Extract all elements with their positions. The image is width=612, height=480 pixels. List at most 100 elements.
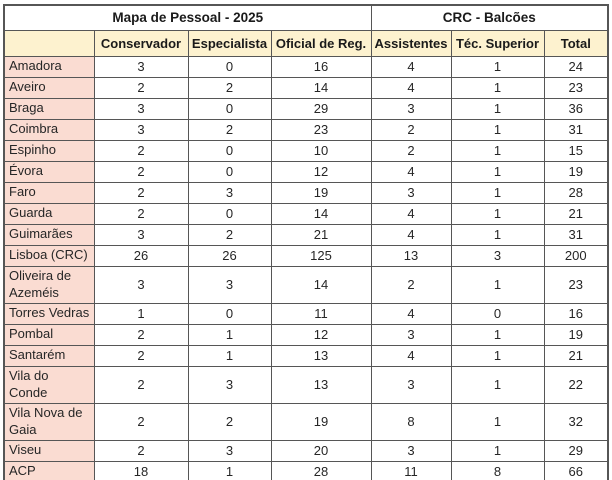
- row-label: ACP: [3, 460, 95, 480]
- table-head: Mapa de Pessoal - 2025 CRC - Balcões Conse…: [3, 4, 609, 57]
- row-label: Espinho: [3, 139, 95, 162]
- value-cell: 21: [270, 223, 372, 246]
- row-label: Oliveira de Azeméis: [3, 265, 95, 304]
- value-cell: 1: [450, 323, 545, 346]
- row-label: Coimbra: [3, 118, 95, 141]
- value-cell: 19: [270, 181, 372, 204]
- value-cell: 2: [93, 160, 189, 183]
- table-body: Amadora 3 0 16 4 1 24 Aveiro 2 2 14 4 1 23 Braga 3 0 29 3 1…: [3, 55, 609, 480]
- value-cell: 1: [187, 460, 272, 480]
- value-cell: 0: [450, 302, 545, 325]
- table-row: Santarém 2 1 13 4 1 21: [3, 344, 609, 367]
- value-cell: 1: [450, 55, 545, 78]
- table-row: Guarda 2 0 14 4 1 21: [3, 202, 609, 225]
- value-cell: 21: [543, 344, 609, 367]
- value-cell: 3: [370, 181, 452, 204]
- column-header: Oficial de Reg.: [270, 29, 372, 57]
- value-cell: 31: [543, 118, 609, 141]
- row-label: Pombal: [3, 323, 95, 346]
- value-cell: 26: [93, 244, 189, 267]
- value-cell: 3: [187, 181, 272, 204]
- value-cell: 36: [543, 97, 609, 120]
- value-cell: 2: [93, 139, 189, 162]
- value-cell: 200: [543, 244, 609, 267]
- value-cell: 1: [450, 160, 545, 183]
- row-label: Guarda: [3, 202, 95, 225]
- row-label: Braga: [3, 97, 95, 120]
- value-cell: 0: [187, 139, 272, 162]
- value-cell: 3: [370, 365, 452, 404]
- table-row: Oliveira de Azeméis 3 3 14 2 1 23: [3, 265, 609, 304]
- value-cell: 2: [187, 223, 272, 246]
- row-label: Lisboa (CRC): [3, 244, 95, 267]
- row-label: Vila do Conde: [3, 365, 95, 404]
- value-cell: 2: [93, 344, 189, 367]
- value-cell: 0: [187, 55, 272, 78]
- value-cell: 15: [543, 139, 609, 162]
- row-label: Santarém: [3, 344, 95, 367]
- table-row: Aveiro 2 2 14 4 1 23: [3, 76, 609, 99]
- value-cell: 23: [270, 118, 372, 141]
- value-cell: 1: [450, 365, 545, 404]
- value-cell: 14: [270, 265, 372, 304]
- table-row: Évora 2 0 12 4 1 19: [3, 160, 609, 183]
- value-cell: 3: [187, 365, 272, 404]
- value-cell: 1: [450, 265, 545, 304]
- value-cell: 2: [93, 76, 189, 99]
- table-row: Faro 2 3 19 3 1 28: [3, 181, 609, 204]
- value-cell: 1: [450, 181, 545, 204]
- value-cell: 3: [93, 265, 189, 304]
- table-row: Guimarães 3 2 21 4 1 31: [3, 223, 609, 246]
- value-cell: 3: [93, 223, 189, 246]
- column-header: Conservador: [93, 29, 189, 57]
- group-header: Mapa de Pessoal - 2025: [3, 4, 372, 31]
- value-cell: 10: [270, 139, 372, 162]
- value-cell: 3: [187, 265, 272, 304]
- table-row: Coimbra 3 2 23 2 1 31: [3, 118, 609, 141]
- group-header-row: Mapa de Pessoal - 2025 CRC - Balcões: [3, 4, 609, 31]
- value-cell: 18: [93, 460, 189, 480]
- value-cell: 3: [93, 97, 189, 120]
- value-cell: 13: [370, 244, 452, 267]
- table-row: Vila do Conde 2 3 13 3 1 22: [3, 365, 609, 404]
- value-cell: 1: [187, 344, 272, 367]
- value-cell: 12: [270, 323, 372, 346]
- row-label: Guimarães: [3, 223, 95, 246]
- row-label: Torres Vedras: [3, 302, 95, 325]
- value-cell: 19: [543, 160, 609, 183]
- value-cell: 2: [93, 202, 189, 225]
- value-cell: 2: [370, 118, 452, 141]
- table-row: ACP 18 1 28 11 8 66: [3, 460, 609, 480]
- value-cell: 4: [370, 76, 452, 99]
- row-label: Viseu: [3, 439, 95, 462]
- row-label: Évora: [3, 160, 95, 183]
- value-cell: 66: [543, 460, 609, 480]
- value-cell: 3: [450, 244, 545, 267]
- value-cell: 4: [370, 223, 452, 246]
- value-cell: 2: [370, 265, 452, 304]
- table-row: Lisboa (CRC) 26 26 125 13 3 200: [3, 244, 609, 267]
- value-cell: 2: [187, 76, 272, 99]
- value-cell: 19: [270, 402, 372, 441]
- value-cell: 21: [543, 202, 609, 225]
- value-cell: 1: [187, 323, 272, 346]
- value-cell: 1: [450, 402, 545, 441]
- row-label: Amadora: [3, 55, 95, 78]
- value-cell: 3: [370, 323, 452, 346]
- value-cell: 13: [270, 344, 372, 367]
- value-cell: 3: [370, 439, 452, 462]
- value-cell: 4: [370, 302, 452, 325]
- value-cell: 0: [187, 97, 272, 120]
- value-cell: 2: [370, 139, 452, 162]
- value-cell: 8: [450, 460, 545, 480]
- value-cell: 11: [370, 460, 452, 480]
- value-cell: 20: [270, 439, 372, 462]
- value-cell: 11: [270, 302, 372, 325]
- column-header: Especialista: [187, 29, 272, 57]
- value-cell: 16: [543, 302, 609, 325]
- value-cell: 2: [187, 118, 272, 141]
- column-header-row: Conservador Especialista Oficial de Reg. As…: [3, 29, 609, 57]
- personnel-table: Mapa de Pessoal - 2025 CRC - Balcões Conse…: [3, 4, 610, 480]
- value-cell: 4: [370, 344, 452, 367]
- value-cell: 1: [450, 202, 545, 225]
